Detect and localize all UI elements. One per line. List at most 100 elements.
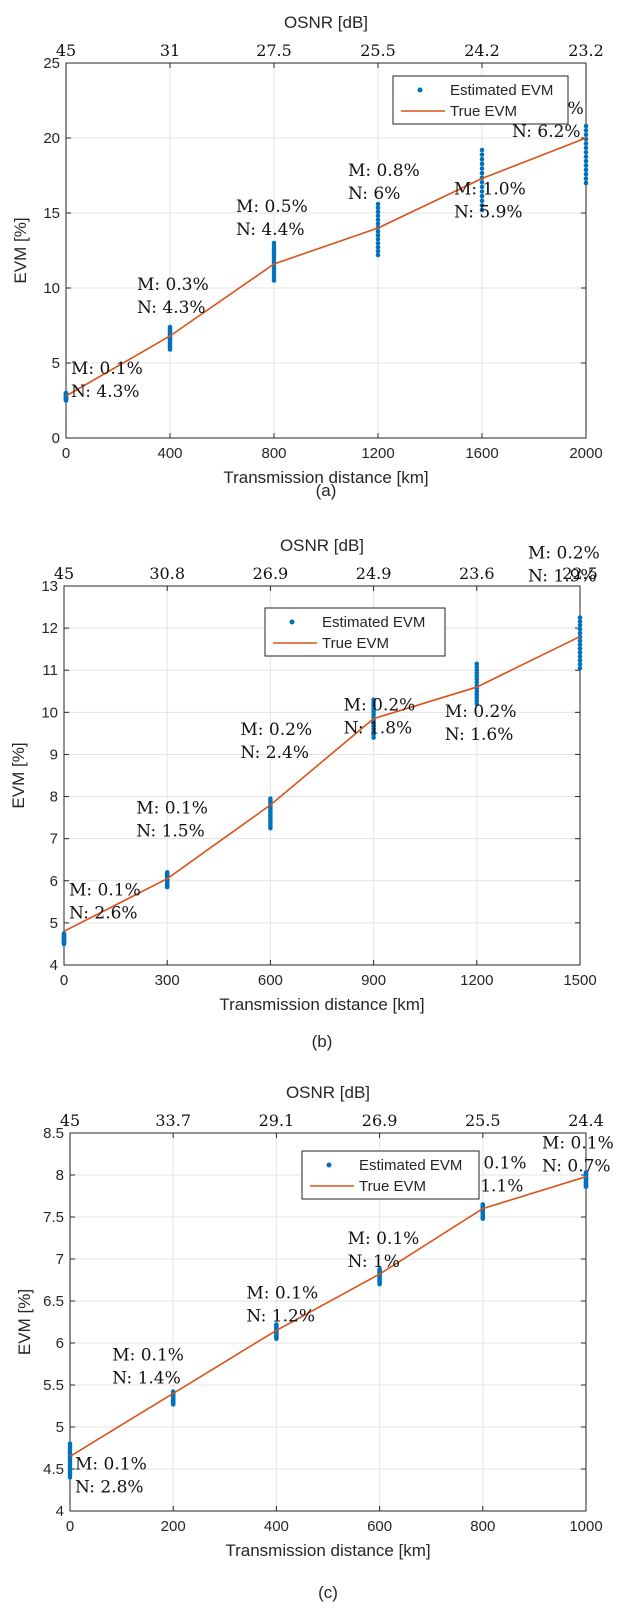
figure-caption: (a) (316, 481, 337, 500)
plot-area (66, 63, 586, 438)
x2-axis-label: OSNR [dB] (286, 1083, 370, 1102)
x2-tick-label: 24.4 (568, 1111, 604, 1130)
estimated-evm-point (577, 630, 583, 636)
axes-frame (63, 585, 581, 966)
y-tick-label: 5 (56, 1419, 64, 1436)
x2-tick-label: 26.9 (362, 1111, 398, 1130)
estimated-evm-point (67, 1441, 73, 1447)
y-tick-label: 7 (50, 831, 58, 848)
estimated-evm-point (479, 152, 485, 157)
x-tick-label: 400 (264, 1518, 289, 1535)
x-tick-label: 600 (367, 1518, 392, 1535)
point-annotation: M: 0.1% (542, 1134, 614, 1154)
y-tick-label: 7.5 (43, 1209, 64, 1226)
true-evm-line (63, 635, 581, 933)
estimated-evm-point (375, 248, 381, 254)
estimated-evm-point (583, 158, 589, 164)
point-annotation: M: 0.5% (236, 197, 308, 217)
y-tick-label: 6 (56, 1335, 64, 1352)
legend-box (301, 1150, 480, 1200)
point-annotation: N: 2.4% (240, 743, 309, 763)
x-tick-label: 900 (361, 972, 386, 989)
y-axis-label: EVM [%] (11, 217, 30, 283)
estimated-evm-point (474, 661, 480, 667)
x2-axis-label: OSNR [dB] (284, 13, 368, 32)
legend: Estimated EVM True EVM (301, 1150, 480, 1200)
x-axis-label: Transmission distance [km] (225, 1541, 430, 1560)
chart-panel-1: 0 45 400 31 800 27.5 1200 25.5 1600 24.2 2000 23.2 0… (11, 13, 604, 500)
point-annotation: M: 0.2% (445, 702, 517, 722)
legend-label-estimated: Estimated EVM (450, 82, 553, 99)
y-tick-label: 13 (41, 578, 58, 595)
estimated-evm-point (577, 646, 583, 651)
x-axis-label: Transmission distance [km] (223, 468, 428, 487)
point-annotation: M: 0.2% (344, 696, 416, 716)
estimated-evm-point (583, 163, 589, 168)
y-tick-label: 5 (52, 355, 60, 372)
estimated-evm-point (583, 132, 589, 138)
y-tick-label: 8 (50, 789, 58, 806)
x-tick-label: 1200 (361, 445, 394, 462)
x2-tick-label: 24.2 (464, 41, 500, 60)
figure-caption: (b) (312, 1032, 333, 1051)
estimated-evm-point (375, 213, 381, 219)
x2-tick-label: 22.5 (562, 564, 598, 583)
point-annotation: M: 0.1% (75, 1454, 147, 1474)
point-annotation: N: 4.3% (71, 382, 140, 402)
estimated-evm-point (371, 697, 376, 702)
x-tick-label: 600 (258, 972, 283, 989)
y-tick-label: 4.5 (43, 1461, 64, 1478)
y-tick-label: 7 (56, 1251, 64, 1268)
x2-tick-label: 45 (56, 41, 76, 60)
estimated-evm-point (583, 141, 589, 146)
point-annotation: M: 0.1% (348, 1229, 420, 1249)
y-tick-label: 5 (50, 915, 58, 932)
estimated-evm-point (164, 870, 170, 875)
axes-frame (69, 1132, 587, 1512)
y-tick-label: 15 (43, 205, 60, 222)
estimated-evm-point (577, 650, 583, 655)
x2-tick-label: 45 (54, 564, 74, 583)
estimated-evm-point (577, 619, 583, 624)
legend: Estimated EVM True EVM (392, 75, 569, 125)
estimated-evm-point (480, 1202, 486, 1207)
x2-tick-label: 23.6 (459, 564, 495, 583)
estimated-evm-point (577, 642, 583, 648)
estimated-evm-point (479, 147, 485, 153)
estimated-evm-point (375, 240, 381, 246)
y-tick-label: 10 (43, 280, 60, 297)
point-annotation: M: 0.3% (137, 275, 209, 295)
x2-tick-label: 27.5 (256, 41, 292, 60)
y-axis-label: EVM [%] (15, 1289, 34, 1355)
y-tick-label: 25 (43, 55, 60, 72)
point-annotation: N: 1.6% (445, 725, 514, 745)
point-annotation: M: 0.1% (136, 799, 208, 819)
x-tick-label: 300 (155, 972, 180, 989)
y-tick-label: 8.5 (43, 1125, 64, 1142)
point-annotation: M: 0.2% (240, 720, 312, 740)
point-annotation: N: 6% (348, 184, 400, 204)
estimated-evm-point (583, 180, 589, 186)
y-tick-label: 6 (50, 873, 58, 890)
estimated-evm-point (479, 161, 485, 167)
estimated-evm-point (577, 654, 583, 659)
estimated-evm-point (375, 252, 381, 258)
estimated-evm-point (479, 156, 485, 162)
legend: Estimated EVM True EVM (264, 607, 446, 657)
estimated-evm-point (479, 180, 485, 185)
legend-label-estimated: Estimated EVM (322, 614, 425, 631)
x-tick-label: 800 (470, 1518, 495, 1535)
estimated-evm-point (375, 201, 381, 207)
legend-label-true: True EVM (322, 635, 389, 652)
point-annotation: M: 0.2% (528, 544, 600, 564)
legend-box (264, 607, 446, 657)
y-tick-label: 6.5 (43, 1293, 64, 1310)
figure-caption: (c) (318, 1583, 338, 1602)
x2-tick-label: 23.2 (568, 41, 604, 60)
estimated-evm-point (271, 240, 277, 246)
estimated-evm-point (61, 931, 67, 936)
y-tick-label: 4 (56, 1503, 64, 1520)
estimated-evm-point (479, 207, 485, 213)
y-tick-label: 5.5 (43, 1377, 64, 1394)
y-tick-label: 20 (43, 130, 60, 147)
